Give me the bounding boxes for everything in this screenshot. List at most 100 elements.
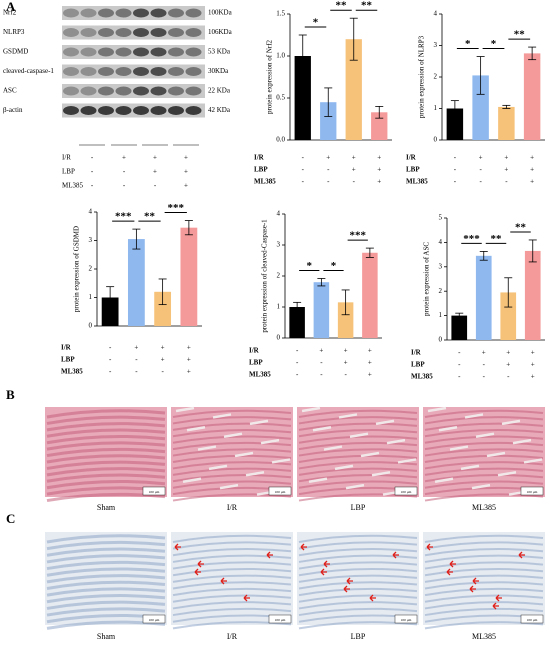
condition-label: I/R xyxy=(411,349,422,357)
y-tick-label: 0.0 xyxy=(276,136,285,144)
condition-mark: - xyxy=(458,361,461,369)
tissue-fiber xyxy=(298,621,418,630)
arrow-marker xyxy=(323,560,330,568)
tissue-gap xyxy=(212,413,232,419)
arrow-marker xyxy=(346,577,353,585)
bar xyxy=(523,53,541,140)
condition-mark: - xyxy=(296,371,299,379)
tissue-fiber xyxy=(298,454,418,463)
tissue-fiber xyxy=(424,461,544,470)
tissue-fiber xyxy=(298,461,418,470)
tissue-fiber xyxy=(424,534,544,543)
condition-mark: - xyxy=(483,361,486,369)
protein-size: 22 KDa xyxy=(208,87,231,95)
arrow-marker xyxy=(194,568,201,576)
protein-size: 106KDa xyxy=(208,28,233,36)
blot-band xyxy=(150,8,167,18)
tissue-fiber xyxy=(46,587,166,597)
scale-bar-label: 100 μm xyxy=(401,490,412,494)
significance-label: ** xyxy=(514,29,526,41)
tissue-fiber xyxy=(46,574,166,584)
y-tick-label: 4 xyxy=(277,210,281,218)
tissue-fiber xyxy=(46,547,166,557)
bar xyxy=(371,112,388,140)
tissue-fiber xyxy=(424,448,544,457)
tissue-fiber xyxy=(172,429,292,438)
scale-bar-label: 100 μm xyxy=(275,490,286,494)
histology-caption: Sham xyxy=(97,503,116,512)
tissue-fiber xyxy=(46,534,166,544)
condition-mark: - xyxy=(483,373,486,381)
scale-bar-box xyxy=(520,614,544,624)
bar xyxy=(362,252,378,338)
condition-mark: + xyxy=(368,347,372,355)
blot-band xyxy=(185,106,202,115)
condition-mark: + xyxy=(377,166,381,174)
significance-label: * xyxy=(307,260,313,272)
condition-mark: + xyxy=(319,347,323,355)
protein-label: NLRP3 xyxy=(3,28,25,36)
condition-mark: + xyxy=(530,178,534,186)
y-tick-label: 1.5 xyxy=(276,10,285,18)
blot-band xyxy=(150,106,167,115)
protein-label: Nrf2 xyxy=(3,9,17,17)
significance-label: *** xyxy=(463,233,480,245)
tissue-fiber xyxy=(298,474,418,483)
blot-band xyxy=(133,47,149,57)
blot-band xyxy=(185,28,202,37)
condition-mark: - xyxy=(454,178,457,186)
significance-label: ** xyxy=(515,221,527,233)
tissue-fiber xyxy=(298,422,418,431)
tissue-gap xyxy=(219,483,239,490)
blot-band xyxy=(115,8,132,18)
bar xyxy=(472,75,489,140)
tissue-fiber xyxy=(298,541,418,550)
tissue-fiber xyxy=(172,422,292,431)
tissue-fiber xyxy=(172,554,292,563)
blot-band xyxy=(185,47,202,57)
condition-mark: - xyxy=(344,371,347,379)
tissue-gap xyxy=(308,477,328,483)
blot-band xyxy=(150,86,167,96)
condition-label: LBP xyxy=(254,166,268,174)
tissue-fiber xyxy=(172,534,292,543)
protein-size: 100KDa xyxy=(208,9,233,17)
condition-mark: - xyxy=(505,178,508,186)
bar xyxy=(289,307,305,338)
tissue-fiber xyxy=(298,480,418,489)
tissue-fiber xyxy=(46,409,166,419)
condition-label: ML385 xyxy=(249,371,271,379)
blot-band xyxy=(98,86,114,96)
blot-band xyxy=(185,86,202,96)
y-tick-label: 3 xyxy=(89,236,93,244)
y-tick-label: 2 xyxy=(439,287,443,295)
condition-mark: + xyxy=(531,349,535,357)
tissue-gap xyxy=(471,483,491,490)
condition-mark: + xyxy=(377,178,381,186)
condition-label: I/R xyxy=(249,347,260,355)
y-tick-label: 3 xyxy=(277,241,281,249)
scale-bar-label: 100 μm xyxy=(527,618,538,622)
protein-size: 53 KDa xyxy=(208,48,231,56)
condition-mark: - xyxy=(454,154,457,162)
tissue-fiber xyxy=(424,493,544,502)
condition-mark: + xyxy=(506,349,510,357)
blot-band xyxy=(98,106,114,115)
condition-mark: - xyxy=(135,356,138,364)
tissue-fiber xyxy=(46,600,166,610)
condition-mark: + xyxy=(153,168,157,176)
tissue-fiber xyxy=(172,454,292,463)
tissue-fiber xyxy=(298,607,418,617)
scale-bar-box xyxy=(394,486,418,496)
panel-label: B xyxy=(6,387,15,402)
significance-label: *** xyxy=(115,211,132,223)
blot-band xyxy=(63,86,79,96)
scale-bar-box xyxy=(142,486,166,496)
tissue-gap xyxy=(208,464,228,471)
tissue-fiber xyxy=(424,467,544,476)
tissue-fiber xyxy=(298,493,418,502)
tissue-fiber xyxy=(46,580,166,590)
arrow-marker xyxy=(518,551,525,559)
tissue-fiber xyxy=(46,473,166,483)
condition-label: ML385 xyxy=(411,373,433,381)
